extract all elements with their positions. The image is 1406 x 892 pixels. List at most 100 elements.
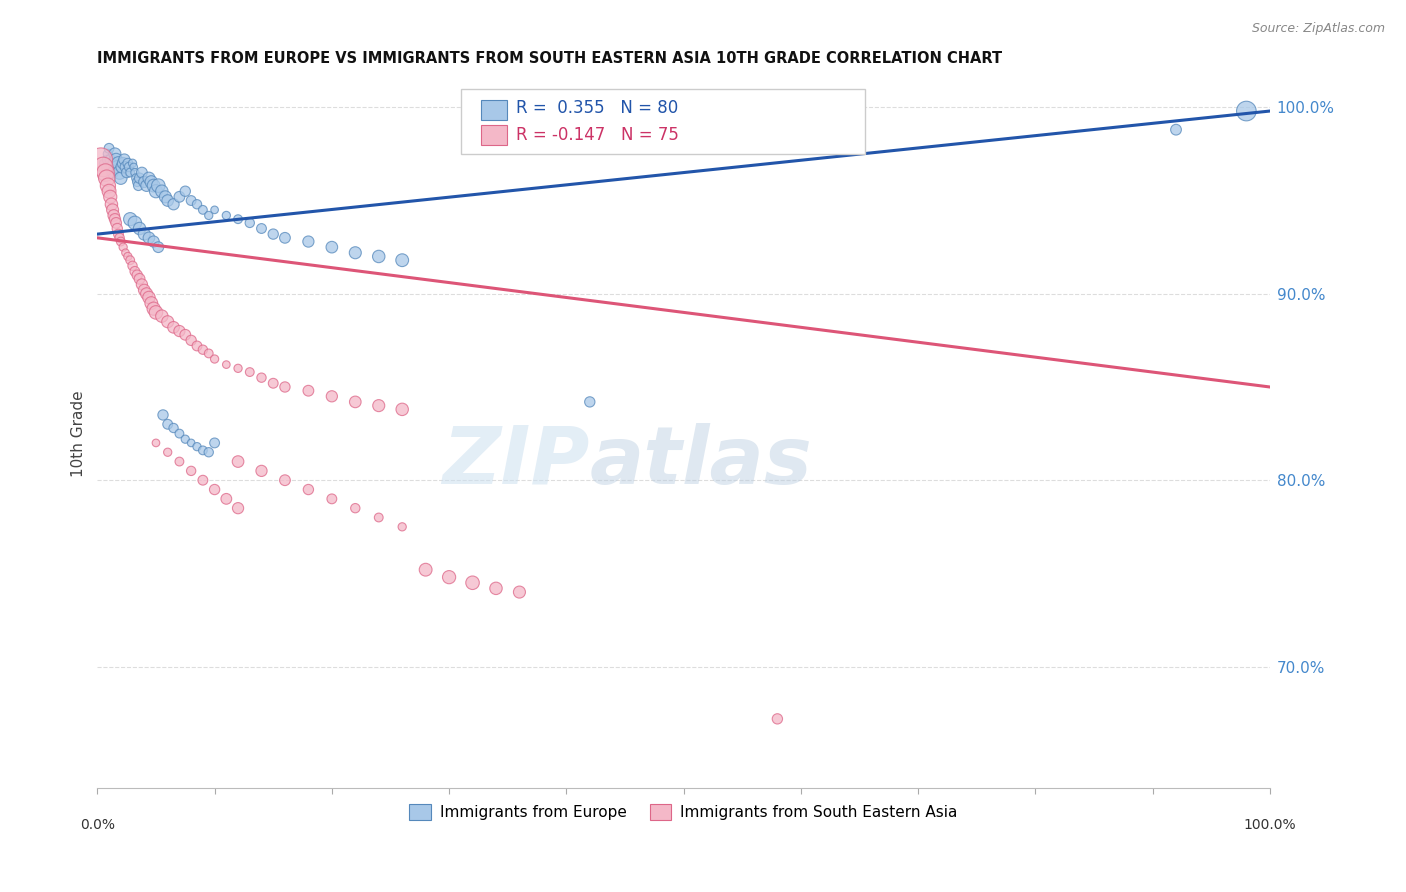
Point [91, 160, 114, 174]
Point [110, 171, 132, 186]
Point [112, 153, 135, 167]
Point [124, 165, 146, 179]
Point [124, 216, 146, 230]
Point [114, 160, 136, 174]
Point [122, 160, 145, 174]
Text: ZIP: ZIP [443, 423, 589, 501]
Text: 0.0%: 0.0% [80, 818, 115, 832]
Point [118, 160, 141, 174]
Point [297, 483, 319, 497]
Point [127, 268, 149, 282]
Point [197, 209, 219, 223]
Legend: Immigrants from Europe, Immigrants from South Eastern Asia: Immigrants from Europe, Immigrants from … [404, 798, 965, 826]
Point [150, 184, 173, 198]
Point [128, 221, 150, 235]
Point [104, 147, 127, 161]
Point [117, 156, 139, 170]
Point [134, 175, 156, 189]
Point [162, 197, 184, 211]
Point [110, 235, 132, 249]
Point [117, 250, 139, 264]
Point [100, 160, 122, 174]
Point [152, 408, 174, 422]
Point [226, 501, 249, 516]
Point [98, 190, 121, 204]
Point [321, 389, 343, 403]
Point [134, 227, 156, 241]
Point [98, 153, 121, 167]
Point [156, 445, 179, 459]
Point [367, 510, 389, 524]
Point [250, 370, 273, 384]
Point [105, 160, 128, 174]
Point [180, 194, 202, 208]
Point [121, 156, 143, 170]
Point [297, 235, 319, 249]
Point [180, 334, 202, 348]
Point [120, 212, 142, 227]
Point [141, 175, 163, 189]
Point [391, 253, 413, 268]
Point [180, 464, 202, 478]
Point [186, 440, 208, 454]
Point [114, 245, 136, 260]
Point [145, 305, 167, 319]
Point [107, 156, 129, 170]
Point [101, 165, 124, 179]
Point [162, 320, 184, 334]
Point [250, 221, 273, 235]
Point [128, 272, 150, 286]
Point [169, 426, 191, 441]
Point [321, 491, 343, 506]
Point [578, 395, 600, 409]
Point [215, 358, 238, 372]
Point [162, 421, 184, 435]
Point [186, 339, 208, 353]
Point [174, 327, 197, 342]
Point [215, 209, 238, 223]
FancyBboxPatch shape [461, 88, 865, 153]
Point [145, 184, 167, 198]
Point [274, 231, 297, 245]
Point [344, 395, 367, 409]
Point [367, 399, 389, 413]
Point [391, 520, 413, 534]
Point [239, 216, 262, 230]
Point [120, 165, 142, 179]
Point [174, 184, 197, 198]
Text: IMMIGRANTS FROM EUROPE VS IMMIGRANTS FROM SOUTH EASTERN ASIA 10TH GRADE CORRELAT: IMMIGRANTS FROM EUROPE VS IMMIGRANTS FRO… [97, 51, 1002, 66]
Point [134, 283, 156, 297]
Point [180, 436, 202, 450]
Point [215, 491, 238, 506]
Point [142, 301, 165, 316]
Point [186, 197, 208, 211]
Point [274, 473, 297, 487]
Point [131, 277, 153, 292]
Point [204, 202, 226, 217]
Point [169, 190, 191, 204]
Point [204, 483, 226, 497]
Point [485, 582, 508, 596]
Point [226, 454, 249, 468]
Point [100, 197, 122, 211]
Point [191, 473, 214, 487]
Point [97, 178, 120, 193]
Point [415, 563, 437, 577]
Point [124, 264, 146, 278]
Point [250, 464, 273, 478]
Point [120, 253, 142, 268]
Point [135, 178, 157, 193]
Point [191, 443, 214, 458]
Point [112, 240, 135, 254]
Point [148, 178, 170, 193]
Point [148, 240, 170, 254]
Point [461, 575, 484, 590]
Point [98, 184, 121, 198]
Point [96, 171, 118, 186]
Point [1234, 103, 1257, 118]
Point [155, 190, 177, 204]
Text: 100.0%: 100.0% [1243, 818, 1296, 832]
Point [191, 343, 214, 357]
Point [101, 202, 124, 217]
Point [169, 324, 191, 338]
